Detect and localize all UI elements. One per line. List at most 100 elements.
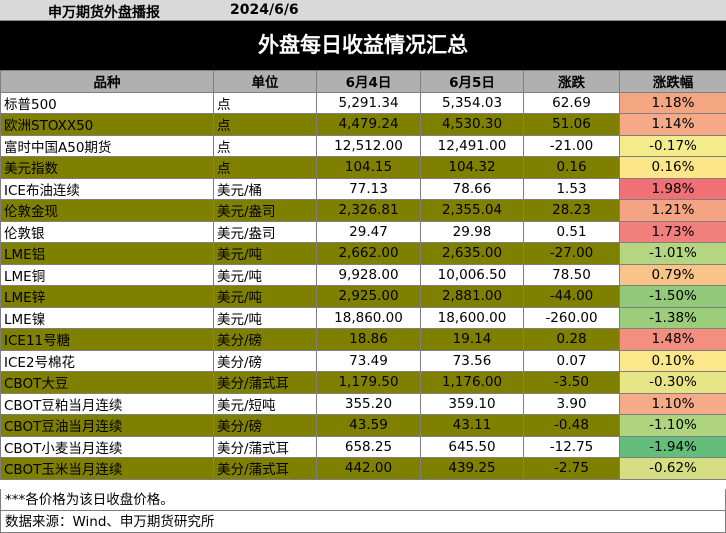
product-name-cell: CBOT小麦当月连续 — [0, 435, 214, 458]
unit-cell: 美分/磅 — [213, 349, 317, 372]
table-row: LME铜 美元/吨 9,928.00 10,006.50 78.50 0.79% — [0, 263, 726, 286]
report-header: 申万期货外盘播报 2024/6/6 — [0, 0, 726, 21]
product-name-cell: 伦敦银 — [0, 220, 214, 243]
unit-cell: 点 — [213, 91, 317, 114]
price-date1-cell: 104.15 — [316, 156, 421, 179]
unit-cell: 美元/短吨 — [213, 392, 317, 415]
product-name-cell: ICE2号棉花 — [0, 349, 214, 372]
report-title: 外盘每日收益情况汇总 — [0, 21, 726, 70]
price-date1-cell: 29.47 — [316, 220, 421, 243]
product-name-cell: LME锌 — [0, 285, 214, 308]
price-date1-cell: 18.86 — [316, 328, 421, 351]
price-date1-cell: 355.20 — [316, 392, 421, 415]
col-header-pct-change: 涨跌幅 — [619, 70, 726, 93]
price-date1-cell: 442.00 — [316, 457, 421, 480]
unit-cell: 美元/吨 — [213, 263, 317, 286]
product-name-cell: 伦敦金现 — [0, 199, 214, 222]
price-date1-cell: 73.49 — [316, 349, 421, 372]
price-date2-cell: 104.32 — [420, 156, 524, 179]
price-date1-cell: 9,928.00 — [316, 263, 421, 286]
price-date1-cell: 4,479.24 — [316, 113, 421, 136]
product-name-cell: CBOT豆粕当月连续 — [0, 392, 214, 415]
product-name-cell: CBOT玉米当月连续 — [0, 457, 214, 480]
product-name-cell: CBOT大豆 — [0, 371, 214, 394]
pct-change-cell: -1.94% — [619, 435, 726, 458]
price-date2-cell: 29.98 — [420, 220, 524, 243]
table-row: 伦敦银 美元/盎司 29.47 29.98 0.51 1.73% — [0, 220, 726, 243]
price-date1-cell: 2,662.00 — [316, 242, 421, 265]
pct-change-cell: -0.17% — [619, 134, 726, 157]
data-source: 数据来源：Wind、申万期货研究所 — [0, 511, 726, 533]
price-date1-cell: 1,179.50 — [316, 371, 421, 394]
table-row: CBOT玉米当月连续 美分/蒲式耳 442.00 439.25 -2.75 -0.62% — [0, 457, 726, 480]
table-row: LME铝 美元/吨 2,662.00 2,635.00 -27.00 -1.01% — [0, 242, 726, 265]
table-body: 标普500 点 5,291.34 5,354.03 62.69 1.18% 欧洲STOXX5… — [0, 91, 726, 480]
col-header-date1: 6月4日 — [316, 70, 421, 93]
product-name-cell: 富时中国A50期货 — [0, 134, 214, 157]
product-name-cell: 美元指数 — [0, 156, 214, 179]
change-cell: -12.75 — [523, 435, 620, 458]
price-date2-cell: 43.11 — [420, 414, 524, 437]
col-header-change: 涨跌 — [523, 70, 620, 93]
pct-change-cell: 1.98% — [619, 177, 726, 200]
returns-table: 品种 单位 6月4日 6月5日 涨跌 涨跌幅 标普500 点 5,291.34 5,3… — [0, 70, 726, 480]
pct-change-cell: -0.30% — [619, 371, 726, 394]
price-date2-cell: 12,491.00 — [420, 134, 524, 157]
col-header-product: 品种 — [0, 70, 214, 93]
price-date2-cell: 2,881.00 — [420, 285, 524, 308]
unit-cell: 点 — [213, 134, 317, 157]
unit-cell: 点 — [213, 156, 317, 179]
price-date1-cell: 12,512.00 — [316, 134, 421, 157]
price-date2-cell: 10,006.50 — [420, 263, 524, 286]
change-cell: 78.50 — [523, 263, 620, 286]
pct-change-cell: -1.50% — [619, 285, 726, 308]
change-cell: -0.48 — [523, 414, 620, 437]
unit-cell: 美元/吨 — [213, 306, 317, 329]
pct-change-cell: 1.18% — [619, 91, 726, 114]
change-cell: 51.06 — [523, 113, 620, 136]
change-cell: 0.28 — [523, 328, 620, 351]
price-date2-cell: 1,176.00 — [420, 371, 524, 394]
table-row: 美元指数点 104.15 104.32 0.16 0.16% — [0, 156, 726, 179]
unit-cell: 美元/桶 — [213, 177, 317, 200]
product-name-cell: LME镍 — [0, 306, 214, 329]
pct-change-cell: 1.10% — [619, 392, 726, 415]
unit-cell: 美元/盎司 — [213, 199, 317, 222]
price-date2-cell: 439.25 — [420, 457, 524, 480]
price-date1-cell: 5,291.34 — [316, 91, 421, 114]
product-name-cell: LME铝 — [0, 242, 214, 265]
table-row: ICE2号棉花 美分/磅 73.49 73.56 0.07 0.10% — [0, 349, 726, 372]
pct-change-cell: -1.38% — [619, 306, 726, 329]
brand-label: 申万期货外盘播报 — [48, 5, 160, 21]
footnote: ***各价格为该日收盘价格。 — [0, 489, 726, 511]
price-date2-cell: 18,600.00 — [420, 306, 524, 329]
table-row: LME锌 美元/吨 2,925.00 2,881.00 -44.00 -1.50% — [0, 285, 726, 308]
unit-cell: 美分/蒲式耳 — [213, 371, 317, 394]
price-date2-cell: 4,530.30 — [420, 113, 524, 136]
table-row: 富时中国A50期货点 12,512.00 12,491.00 -21.00 -0.17% — [0, 134, 726, 157]
change-cell: 3.90 — [523, 392, 620, 415]
price-date1-cell: 2,925.00 — [316, 285, 421, 308]
change-cell: 0.16 — [523, 156, 620, 179]
price-date2-cell: 5,354.03 — [420, 91, 524, 114]
table-row: CBOT小麦当月连续 美分/蒲式耳 658.25 645.50 -12.75 -1.94% — [0, 435, 726, 458]
col-header-date2: 6月5日 — [420, 70, 524, 93]
price-date2-cell: 645.50 — [420, 435, 524, 458]
pct-change-cell: -0.62% — [619, 457, 726, 480]
price-date2-cell: 78.66 — [420, 177, 524, 200]
price-date1-cell: 18,860.00 — [316, 306, 421, 329]
product-name-cell: LME铜 — [0, 263, 214, 286]
change-cell: 0.07 — [523, 349, 620, 372]
product-name-cell: 欧洲STOXX50 — [0, 113, 214, 136]
price-date1-cell: 658.25 — [316, 435, 421, 458]
change-cell: 62.69 — [523, 91, 620, 114]
change-cell: -21.00 — [523, 134, 620, 157]
pct-change-cell: 1.48% — [619, 328, 726, 351]
table-row: CBOT大豆 美分/蒲式耳 1,179.50 1,176.00 -3.50 -0.30% — [0, 371, 726, 394]
change-cell: -3.50 — [523, 371, 620, 394]
change-cell: -260.00 — [523, 306, 620, 329]
table-row: CBOT豆粕当月连续 美元/短吨 355.20 359.10 3.90 1.10% — [0, 392, 726, 415]
pct-change-cell: 0.10% — [619, 349, 726, 372]
unit-cell: 美元/吨 — [213, 242, 317, 265]
col-header-unit: 单位 — [213, 70, 317, 93]
